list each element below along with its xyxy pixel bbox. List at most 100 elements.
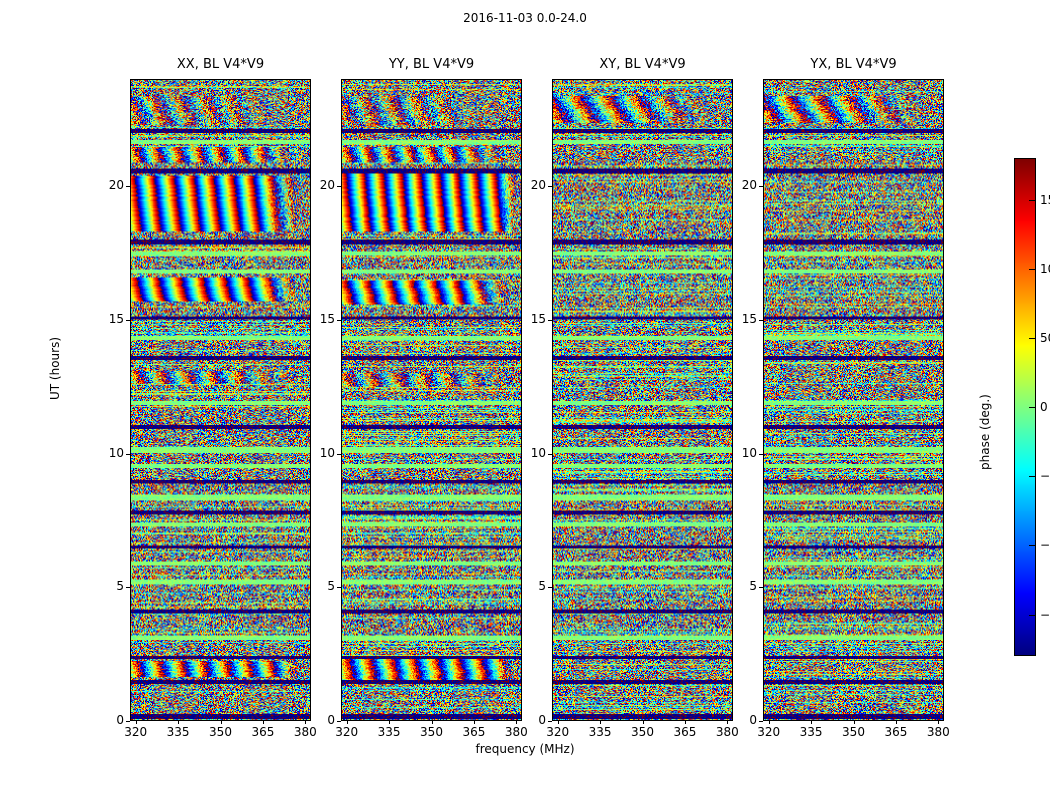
x-axis-ticks-xx: 320 335 350 365 380 xyxy=(110,725,331,745)
x-tick-label: 350 xyxy=(209,725,232,739)
y-tick-mark xyxy=(759,453,763,455)
x-tick-label: 380 xyxy=(504,725,528,739)
x-tick-mark xyxy=(557,720,559,724)
x-tick-mark xyxy=(516,720,518,724)
y-tick-label: 20 xyxy=(530,178,546,192)
y-tick-mark xyxy=(126,186,130,187)
y-tick-mark xyxy=(337,319,341,321)
y-axis-label: UT (hours) xyxy=(48,336,62,400)
panel-title-xy: XY, BL V4*V9 xyxy=(599,57,686,72)
x-tick-mark xyxy=(727,720,729,724)
x-tick-label: 320 xyxy=(757,725,781,739)
colorbar-tick-label: 150 xyxy=(1040,192,1050,207)
colorbar-tick-mark xyxy=(1029,199,1035,201)
x-axis-ticks-yx: 320 335 350 365 380 xyxy=(743,725,964,745)
x-tick-mark xyxy=(389,720,391,724)
colorbar-tick-mark xyxy=(1029,407,1035,408)
colorbar-tick-label: 50 xyxy=(1040,330,1050,345)
x-tick-mark xyxy=(811,720,813,724)
x-tick-mark xyxy=(768,720,770,724)
y-tick-label: 10 xyxy=(319,445,335,460)
panel-yy: YY, BL V4*V9 0 5 10 15 20 320 335 350 365 380 xyxy=(320,57,528,739)
y-tick-label: 20 xyxy=(319,178,335,192)
x-tick-label: 365 xyxy=(251,725,275,739)
x-tick-mark xyxy=(473,720,475,724)
colorbar-label: phase (deg.) xyxy=(978,394,992,470)
waterfall-image-xx xyxy=(130,79,311,721)
x-axis-ticks-xy: 320 335 350 365 380 xyxy=(532,725,753,745)
y-axis-ticks-yy: 0 5 10 15 20 xyxy=(301,69,335,731)
x-tick-label: 350 xyxy=(842,725,865,739)
x-axis-ticks-yy: 320 335 350 365 380 xyxy=(321,725,542,745)
y-tick-label: 10 xyxy=(530,445,546,460)
y-axis-ticks-xx: 0 5 10 15 20 xyxy=(90,69,124,731)
y-tick-label: 15 xyxy=(530,311,546,326)
y-axis-ticks-yx: 0 5 10 15 20 xyxy=(723,69,757,731)
x-tick-mark xyxy=(642,720,644,724)
x-tick-mark xyxy=(262,720,264,724)
y-tick-label: 5 xyxy=(116,579,124,594)
y-tick-mark xyxy=(337,721,341,722)
x-tick-label: 350 xyxy=(420,725,443,739)
x-tick-mark xyxy=(684,720,686,724)
waterfall-image-xy xyxy=(552,79,733,721)
colorbar-tick-label: 100 xyxy=(1040,261,1050,276)
y-tick-label: 0 xyxy=(327,713,335,727)
colorbar-tick-mark xyxy=(1029,337,1035,339)
colorbar-tick-mark xyxy=(1029,614,1035,616)
x-tick-mark xyxy=(305,720,307,724)
x-tick-mark xyxy=(853,720,855,724)
x-tick-label: 320 xyxy=(124,725,148,739)
y-tick-label: 10 xyxy=(108,445,124,460)
y-tick-mark xyxy=(759,721,763,722)
x-tick-mark xyxy=(600,720,602,724)
x-tick-label: 335 xyxy=(799,725,823,739)
x-tick-label: 365 xyxy=(884,725,908,739)
panel-title-yy: YY, BL V4*V9 xyxy=(388,57,475,72)
figure-suptitle: 2016-11-03 0.0-24.0 xyxy=(463,11,587,25)
x-tick-mark xyxy=(938,720,940,724)
x-tick-label: 380 xyxy=(715,725,739,739)
x-tick-mark xyxy=(135,720,137,724)
y-tick-label: 0 xyxy=(116,713,124,727)
x-tick-mark xyxy=(178,720,180,724)
y-tick-mark xyxy=(337,453,341,455)
colorbar-tick-label: −150 xyxy=(1040,607,1050,622)
panel-title-yx: YX, BL V4*V9 xyxy=(810,57,897,72)
y-tick-mark xyxy=(548,587,552,589)
waterfall-image-yy xyxy=(341,79,522,721)
y-tick-mark xyxy=(759,319,763,321)
colorbar-tick-mark xyxy=(1029,476,1035,478)
y-tick-mark xyxy=(337,587,341,589)
y-tick-label: 5 xyxy=(749,579,757,594)
y-tick-mark xyxy=(126,721,130,722)
x-tick-label: 350 xyxy=(631,725,654,739)
y-tick-mark xyxy=(759,186,763,187)
x-tick-mark xyxy=(220,720,222,724)
colorbar: −150 −100 −50 0 50 100 150 xyxy=(1014,158,1050,656)
x-tick-mark xyxy=(895,720,897,724)
x-tick-label: 380 xyxy=(293,725,317,739)
y-tick-mark xyxy=(548,453,552,455)
y-tick-label: 15 xyxy=(319,311,335,326)
x-tick-label: 365 xyxy=(673,725,697,739)
y-tick-label: 20 xyxy=(741,178,757,192)
y-tick-mark xyxy=(759,587,763,589)
y-tick-label: 5 xyxy=(538,579,546,594)
colorbar-tick-mark xyxy=(1029,545,1035,547)
y-tick-mark xyxy=(126,453,130,455)
x-tick-label: 335 xyxy=(588,725,612,739)
y-tick-mark xyxy=(126,319,130,321)
y-tick-label: 5 xyxy=(327,579,335,594)
panel-xx: XX, BL V4*V9 0 5 10 15 20 320 335 350 365 380 xyxy=(109,57,317,739)
colorbar-tick-label: −50 xyxy=(1040,469,1050,484)
y-tick-label: 15 xyxy=(741,311,757,326)
y-tick-mark xyxy=(548,721,552,722)
y-tick-label: 15 xyxy=(108,311,124,326)
x-axis-label: frequency (MHz) xyxy=(475,742,575,756)
y-tick-mark xyxy=(548,319,552,321)
panel-yx: YX, BL V4*V9 0 5 10 15 20 320 335 350 365 380 xyxy=(742,57,950,739)
x-tick-label: 380 xyxy=(926,725,950,739)
y-tick-label: 10 xyxy=(741,445,757,460)
x-tick-mark xyxy=(346,720,348,724)
